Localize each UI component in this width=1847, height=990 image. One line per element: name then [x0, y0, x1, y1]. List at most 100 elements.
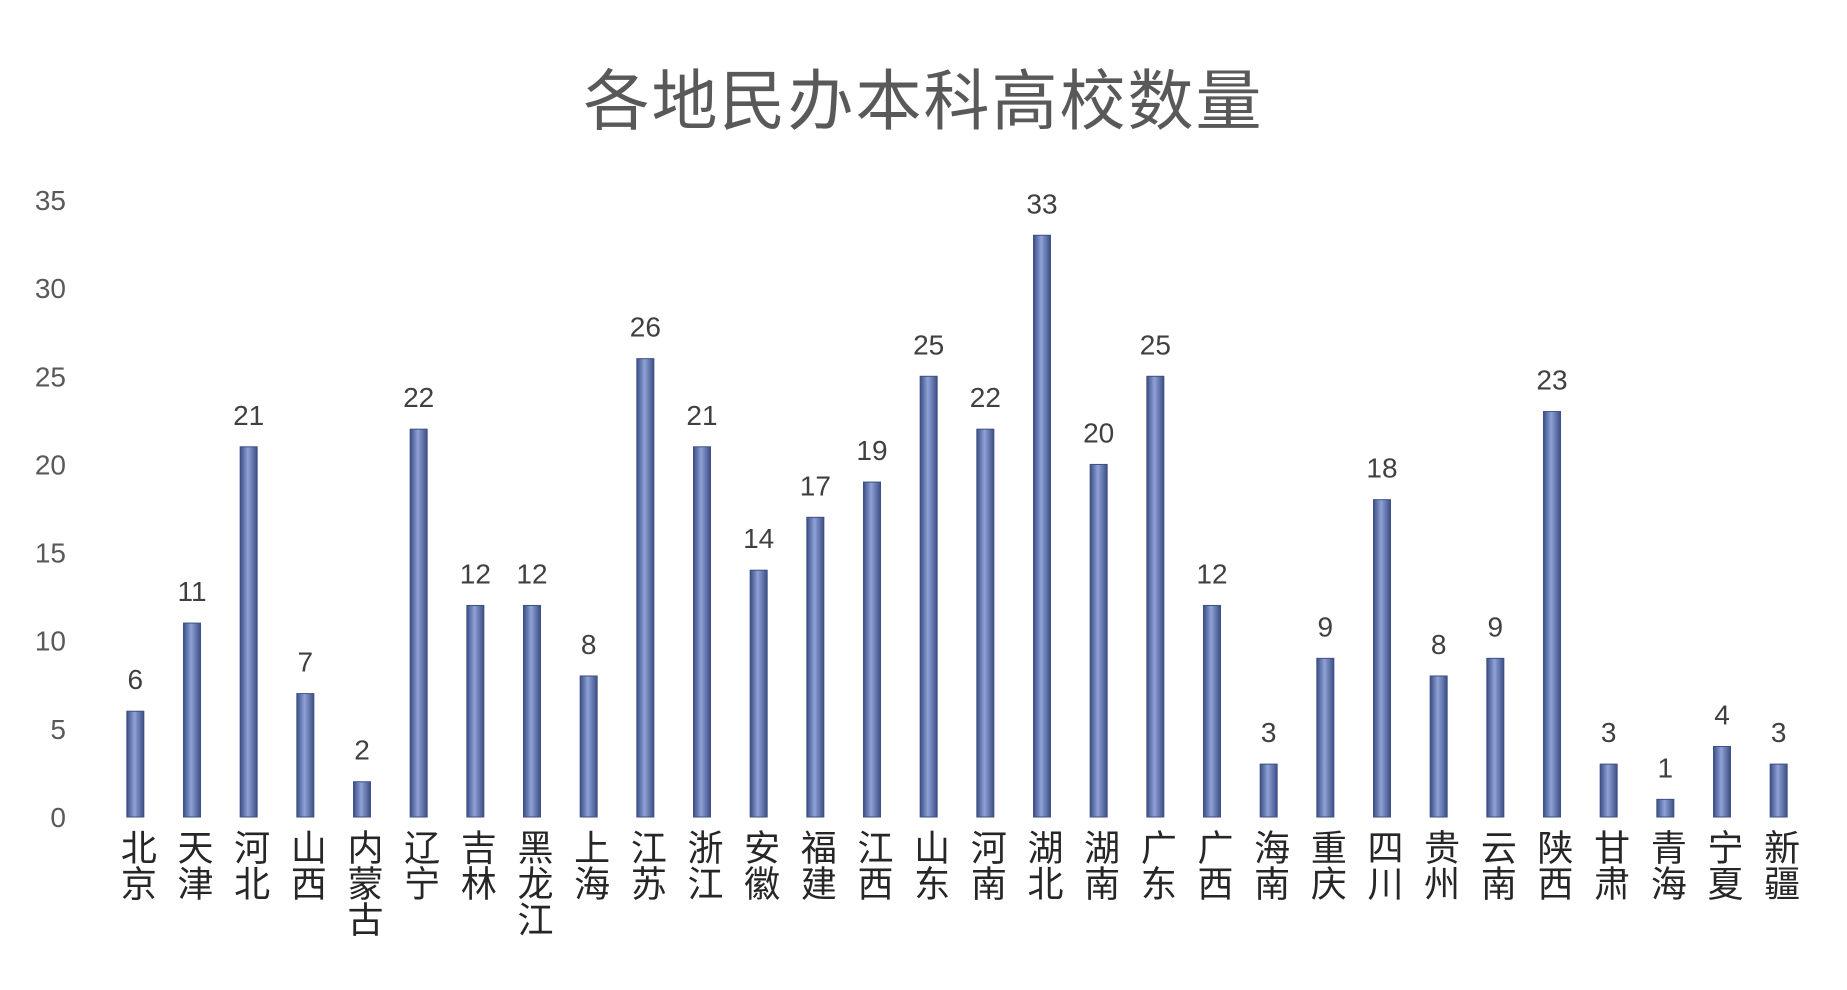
data-label: 25: [913, 329, 944, 360]
x-tick-label: 辽宁: [398, 829, 439, 901]
x-tick-label: 河南: [965, 829, 1006, 901]
bar-15: [976, 428, 995, 818]
bar-13: [863, 481, 881, 818]
bar-0: [126, 710, 145, 818]
data-label: 4: [1714, 699, 1730, 730]
data-label: 6: [128, 664, 144, 695]
data-label: 11: [177, 576, 206, 607]
data-label: 20: [1083, 417, 1114, 448]
y-tick-label: 30: [35, 273, 66, 304]
y-tick-label: 0: [50, 802, 66, 833]
data-label: 8: [581, 629, 597, 660]
data-label: 9: [1488, 611, 1504, 642]
data-label: 12: [1196, 558, 1227, 589]
bar-2: [239, 446, 258, 818]
bar-24: [1486, 657, 1505, 818]
x-tick-label: 广东: [1135, 829, 1176, 901]
bar-10: [693, 446, 711, 818]
bar-26: [1599, 763, 1618, 818]
y-axis: 0 5 10 15 20 25 30 35: [35, 185, 66, 833]
bar-1: [183, 622, 201, 818]
x-tick-label: 山西: [285, 829, 326, 901]
x-axis: 北京 天津 河北 山西 内蒙古 辽宁 吉林 黑龙江 上海 江苏 浙江 安徽 福建 江西 山东 河南 湖北 湖南 广东…: [115, 829, 1799, 937]
data-label: 1: [1658, 752, 1674, 783]
x-tick-label: 江苏: [625, 829, 666, 901]
bar-12: [806, 516, 825, 818]
x-tick-label: 上海: [568, 829, 609, 901]
data-label: 22: [403, 382, 434, 413]
data-label: 18: [1366, 453, 1397, 484]
x-tick-label: 福建: [795, 829, 837, 901]
x-tick-label: 北京: [115, 829, 156, 901]
bar-8: [579, 675, 598, 818]
y-tick-label: 20: [35, 449, 66, 480]
x-tick-label: 四川: [1362, 829, 1403, 901]
data-label: 26: [630, 312, 661, 343]
x-tick-label: 贵州: [1418, 829, 1459, 901]
bar-6: [466, 604, 485, 818]
data-label: 3: [1771, 717, 1787, 748]
x-tick-label: 重庆: [1305, 829, 1346, 901]
data-label: 9: [1318, 611, 1334, 642]
y-tick-label: 10: [35, 626, 66, 657]
y-tick-label: 15: [35, 538, 66, 569]
bar-9: [636, 358, 655, 818]
bar-11: [749, 569, 768, 818]
bar-28: [1713, 745, 1731, 818]
bar-4: [353, 781, 371, 818]
x-tick-label: 山东: [908, 829, 949, 901]
bar-25: [1543, 411, 1561, 818]
data-label: 22: [970, 382, 1001, 413]
x-tick-label: 广西: [1192, 829, 1233, 901]
bar-22: [1373, 499, 1391, 818]
x-tick-label: 甘肃: [1588, 829, 1629, 901]
x-tick-label: 河北: [228, 829, 269, 901]
x-tick-label: 宁夏: [1702, 829, 1743, 901]
x-tick-label: 青海: [1645, 829, 1686, 901]
x-tick-label: 吉林: [455, 829, 496, 901]
bar-18: [1146, 375, 1165, 818]
x-tick-label: 浙江: [682, 829, 723, 901]
bars-group: [126, 234, 1788, 818]
x-tick-label: 江西: [852, 829, 893, 901]
bar-5: [409, 428, 428, 818]
bar-3: [296, 693, 315, 818]
bar-27: [1656, 798, 1675, 818]
bar-17: [1089, 463, 1108, 818]
x-tick-label: 内蒙古: [342, 829, 383, 937]
x-tick-label: 海南: [1248, 829, 1289, 901]
chart-title: 各地民办本科高校数量: [583, 63, 1264, 140]
data-label: 25: [1140, 329, 1171, 360]
data-label: 21: [686, 400, 717, 431]
data-label: 14: [743, 523, 774, 554]
x-tick-label: 安徽: [738, 829, 780, 901]
bar-14: [919, 375, 938, 818]
x-tick-label: 天津: [172, 829, 213, 901]
y-tick-label: 5: [50, 714, 66, 745]
data-label: 12: [516, 558, 547, 589]
y-tick-label: 35: [35, 185, 66, 216]
data-label: 17: [800, 470, 831, 501]
data-label: 23: [1536, 365, 1567, 396]
data-label: 3: [1261, 717, 1277, 748]
x-tick-label: 陕西: [1532, 829, 1573, 901]
x-tick-label: 湖北: [1022, 829, 1063, 901]
bar-21: [1316, 657, 1335, 818]
x-tick-label: 湖南: [1078, 829, 1119, 901]
data-label: 2: [354, 735, 370, 766]
y-tick-label: 25: [35, 361, 66, 392]
data-label: 33: [1026, 188, 1057, 219]
bar-16: [1033, 234, 1051, 818]
bar-23: [1429, 675, 1448, 818]
bar-19: [1203, 604, 1221, 818]
data-label: 3: [1601, 717, 1617, 748]
bar-29: [1769, 763, 1788, 818]
x-tick-label: 黑龙江: [512, 829, 553, 937]
x-tick-label: 新疆: [1758, 829, 1799, 901]
bar-20: [1259, 763, 1278, 818]
data-label: 12: [460, 558, 491, 589]
data-label: 7: [298, 647, 314, 678]
